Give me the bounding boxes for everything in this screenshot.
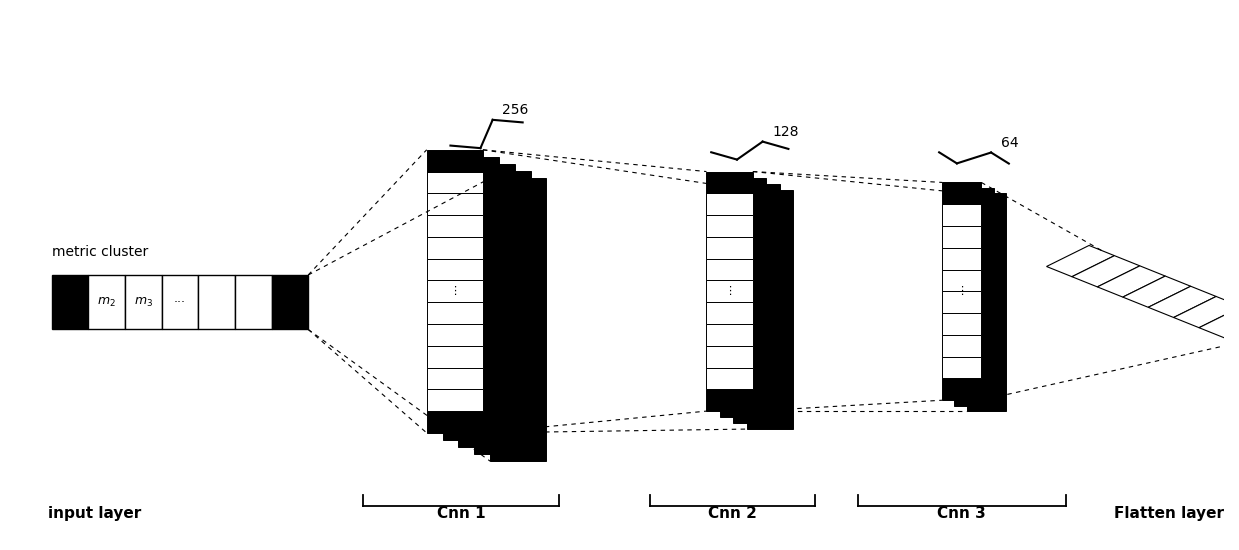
Polygon shape [1224, 317, 1239, 348]
Bar [706, 389, 753, 411]
Bar [706, 172, 753, 194]
Bar [706, 324, 753, 346]
Text: 128: 128 [772, 125, 799, 139]
Bar [458, 164, 514, 447]
Polygon shape [1072, 256, 1140, 287]
Bar [475, 171, 530, 454]
Bar [706, 280, 753, 302]
Bar [88, 275, 125, 329]
Bar [426, 324, 483, 346]
Bar [442, 157, 499, 440]
Bar [426, 302, 483, 324]
Bar [426, 389, 483, 411]
Bar [426, 346, 483, 367]
Text: ···: ··· [173, 296, 186, 309]
Bar [235, 275, 271, 329]
Text: 64: 64 [1001, 136, 1018, 150]
Bar [125, 275, 161, 329]
Bar [706, 346, 753, 367]
Bar [706, 258, 753, 280]
Bar [426, 150, 483, 172]
Bar [942, 226, 981, 248]
Text: ⋮: ⋮ [450, 287, 461, 296]
Bar [52, 275, 88, 329]
Text: ⋮: ⋮ [957, 287, 968, 296]
Bar [426, 280, 483, 302]
Bar [706, 215, 753, 237]
Text: 256: 256 [503, 103, 529, 117]
Bar [942, 335, 981, 356]
Text: input layer: input layer [48, 507, 141, 521]
Bar [426, 237, 483, 258]
Bar [706, 302, 753, 324]
Text: $m_2$: $m_2$ [97, 296, 116, 309]
Bar [426, 194, 483, 215]
Polygon shape [1123, 276, 1191, 307]
Text: Flatten layer: Flatten layer [1114, 507, 1224, 521]
Bar [426, 367, 483, 389]
Bar [491, 178, 546, 461]
Bar [942, 292, 981, 313]
Polygon shape [1173, 296, 1239, 328]
Bar [426, 411, 483, 433]
Bar [747, 190, 793, 429]
Text: $m_3$: $m_3$ [134, 296, 152, 309]
Bar [720, 178, 766, 417]
Bar [954, 188, 994, 406]
Bar [966, 194, 1006, 411]
Text: ⋮: ⋮ [724, 287, 735, 296]
Bar [942, 313, 981, 335]
Bar [942, 183, 981, 204]
Bar [706, 367, 753, 389]
Bar [733, 184, 779, 423]
Bar [271, 275, 309, 329]
Bar [426, 258, 483, 280]
Polygon shape [1047, 245, 1114, 277]
Bar [426, 215, 483, 237]
Bar [942, 378, 981, 400]
Text: Cnn 3: Cnn 3 [938, 507, 986, 521]
Bar [161, 275, 198, 329]
Bar [942, 204, 981, 226]
Text: Cnn 1: Cnn 1 [436, 507, 486, 521]
Text: Cnn 2: Cnn 2 [707, 507, 757, 521]
Polygon shape [1149, 286, 1217, 317]
Bar [942, 356, 981, 378]
Text: metric cluster: metric cluster [52, 245, 147, 258]
Bar [942, 248, 981, 270]
Bar [706, 237, 753, 258]
Bar [198, 275, 235, 329]
Bar [942, 270, 981, 292]
Bar [706, 194, 753, 215]
Polygon shape [1199, 307, 1239, 338]
Bar [426, 172, 483, 194]
Polygon shape [1098, 266, 1166, 297]
